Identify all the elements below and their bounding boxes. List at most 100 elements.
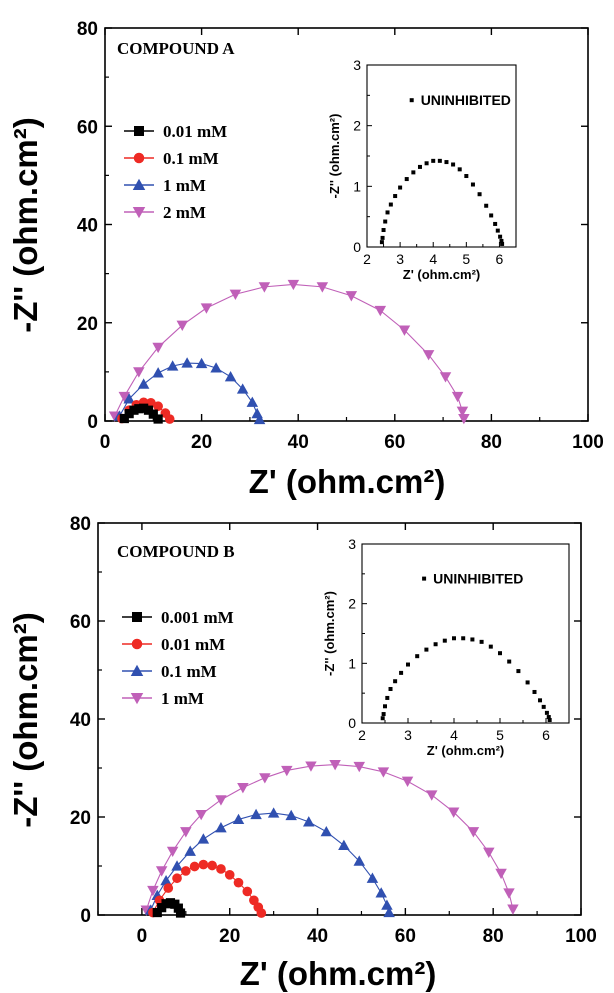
data-point [124,409,134,419]
legend-marker [134,126,144,136]
inset-data-point [388,686,393,691]
x-axis-label: Z' (ohm.cm²) [240,955,437,992]
inset-data-point [541,704,546,709]
data-point [166,846,179,858]
inset-data-point [381,712,386,717]
inset-x-tick-label: 3 [404,727,412,743]
data-point [503,888,515,899]
data-point [425,790,438,801]
data-point [195,357,208,369]
x-tick-label: 100 [572,432,604,453]
legend-marker [130,664,144,676]
data-point [153,401,163,412]
inset-data-point [417,164,422,169]
inset-data-point [383,219,388,224]
data-point [447,807,460,818]
data-point [381,899,393,910]
inset-y-axis-label: -Z'' (ohm.cm²) [322,591,337,676]
data-point [171,860,183,871]
inset-annotation: UNINHIBITED [421,92,511,108]
inset-data-point [532,689,537,694]
inset-data-point [380,716,385,721]
inset-data-point [479,639,484,644]
inset-y-tick-label: 2 [348,596,356,612]
data-point [207,860,217,871]
legend-label: 2 mM [163,203,206,222]
data-point [224,869,235,880]
y-tick-label: 80 [70,514,91,535]
y-tick-label: 20 [70,808,91,829]
legend-label: 1 mM [161,689,204,708]
data-point [155,866,168,877]
inset-x-tick-label: 6 [542,727,550,743]
x-tick-label: 60 [384,432,405,453]
legend-marker [132,207,146,219]
inset-data-point [489,213,494,218]
inset-data-point [433,642,438,647]
data-point [147,885,159,897]
inset-data-point [546,715,551,720]
data-point [200,303,213,314]
data-point [242,886,253,897]
inset-data-point [385,695,390,700]
inset-y-axis-label: -Z'' (ohm.cm²) [327,114,342,199]
inset-y-tick-label: 3 [353,57,361,73]
legend-label: 0.01 mM [161,635,225,654]
data-point [281,765,293,777]
series-2-mm [108,279,470,425]
inset-data-point [470,637,475,642]
inset-data-point [411,170,416,175]
data-point [458,413,470,425]
data-point [422,350,435,361]
inset-data-point [398,185,403,190]
x-tick-label: 80 [483,926,504,947]
y-tick-label: 0 [80,906,91,927]
x-tick-label: 100 [565,926,597,947]
data-point [123,393,135,404]
data-point [401,776,414,787]
data-point [316,282,329,293]
inset-x-tick-label: 4 [450,727,458,743]
data-point [164,414,175,424]
legend-marker [132,612,142,622]
inset-x-axis-label: Z' (ohm.cm²) [427,743,504,758]
data-point [180,827,192,838]
inset-y-tick-label: 0 [348,715,356,731]
data-point [237,783,249,794]
x-tick-label: 20 [191,432,212,453]
y-tick-label: 40 [70,710,91,731]
data-point [224,371,237,382]
data-point [181,357,193,368]
inset-x-tick-label: 5 [462,251,470,267]
inset-x-tick-label: 6 [496,251,504,267]
data-point [467,827,480,838]
data-point [176,320,189,331]
data-point [267,807,280,818]
data-point [143,405,154,415]
data-point [287,279,300,291]
inset-data-point [444,160,449,165]
data-point [198,859,209,870]
data-point [258,282,271,293]
inset-y-tick-label: 1 [353,178,361,194]
data-point [353,855,366,866]
inset-x-tick-label: 2 [358,727,366,743]
data-point [160,874,172,886]
data-point [152,367,164,378]
data-point [118,391,131,403]
inset-data-point [406,662,410,667]
data-point [216,864,226,874]
inset-data-point [399,670,404,675]
inset-x-tick-label: 4 [429,251,437,267]
inset-data-point [393,194,398,199]
data-point [329,759,341,771]
legend-marker [132,178,146,190]
data-point [232,813,245,825]
inset-data-point [538,698,543,703]
panel-title: COMPOUND B [117,542,235,561]
inset-data-point [381,228,386,233]
inset-data-point [498,234,503,239]
